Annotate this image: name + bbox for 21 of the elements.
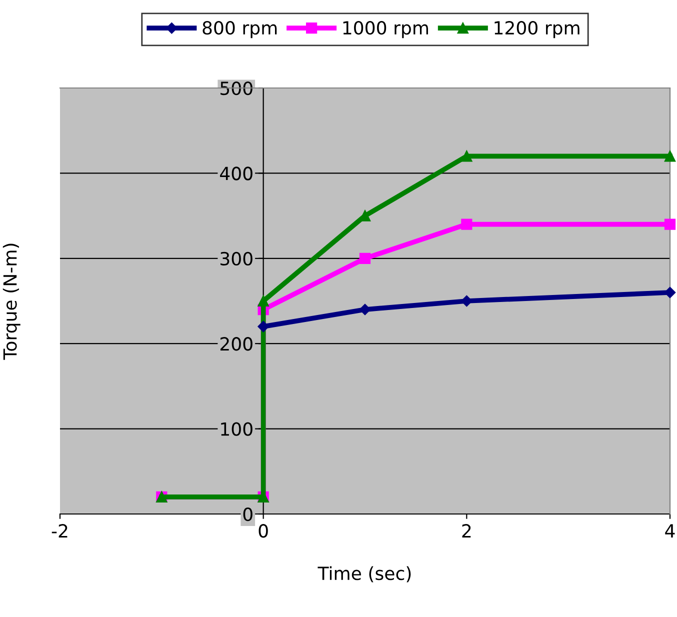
x-tick-label: -2: [52, 524, 68, 538]
y-tick-label: 0: [243, 507, 252, 522]
x-axis-title: Time (sec): [318, 566, 411, 582]
point: [461, 150, 472, 162]
y-axis-title: Torque (N-m): [2, 244, 20, 360]
legend-label: 1000 rpm: [343, 21, 428, 38]
point: [461, 218, 472, 230]
y-tick-label: 100: [221, 422, 252, 436]
y-tick-label: 400: [220, 166, 252, 180]
legend-label: 1200 rpm: [494, 21, 580, 38]
point: [664, 150, 676, 162]
x-tick-label: 4: [665, 524, 675, 538]
y-tick-label: 300: [220, 252, 252, 266]
point: [258, 295, 269, 307]
y-tick-label: 200: [220, 337, 252, 351]
point: [258, 320, 269, 332]
x-tick-label: 2: [462, 524, 471, 538]
legend-label: 800 rpm: [202, 21, 277, 38]
x-tick-label: 0: [258, 524, 268, 538]
point: [359, 252, 371, 264]
point: [664, 218, 676, 230]
